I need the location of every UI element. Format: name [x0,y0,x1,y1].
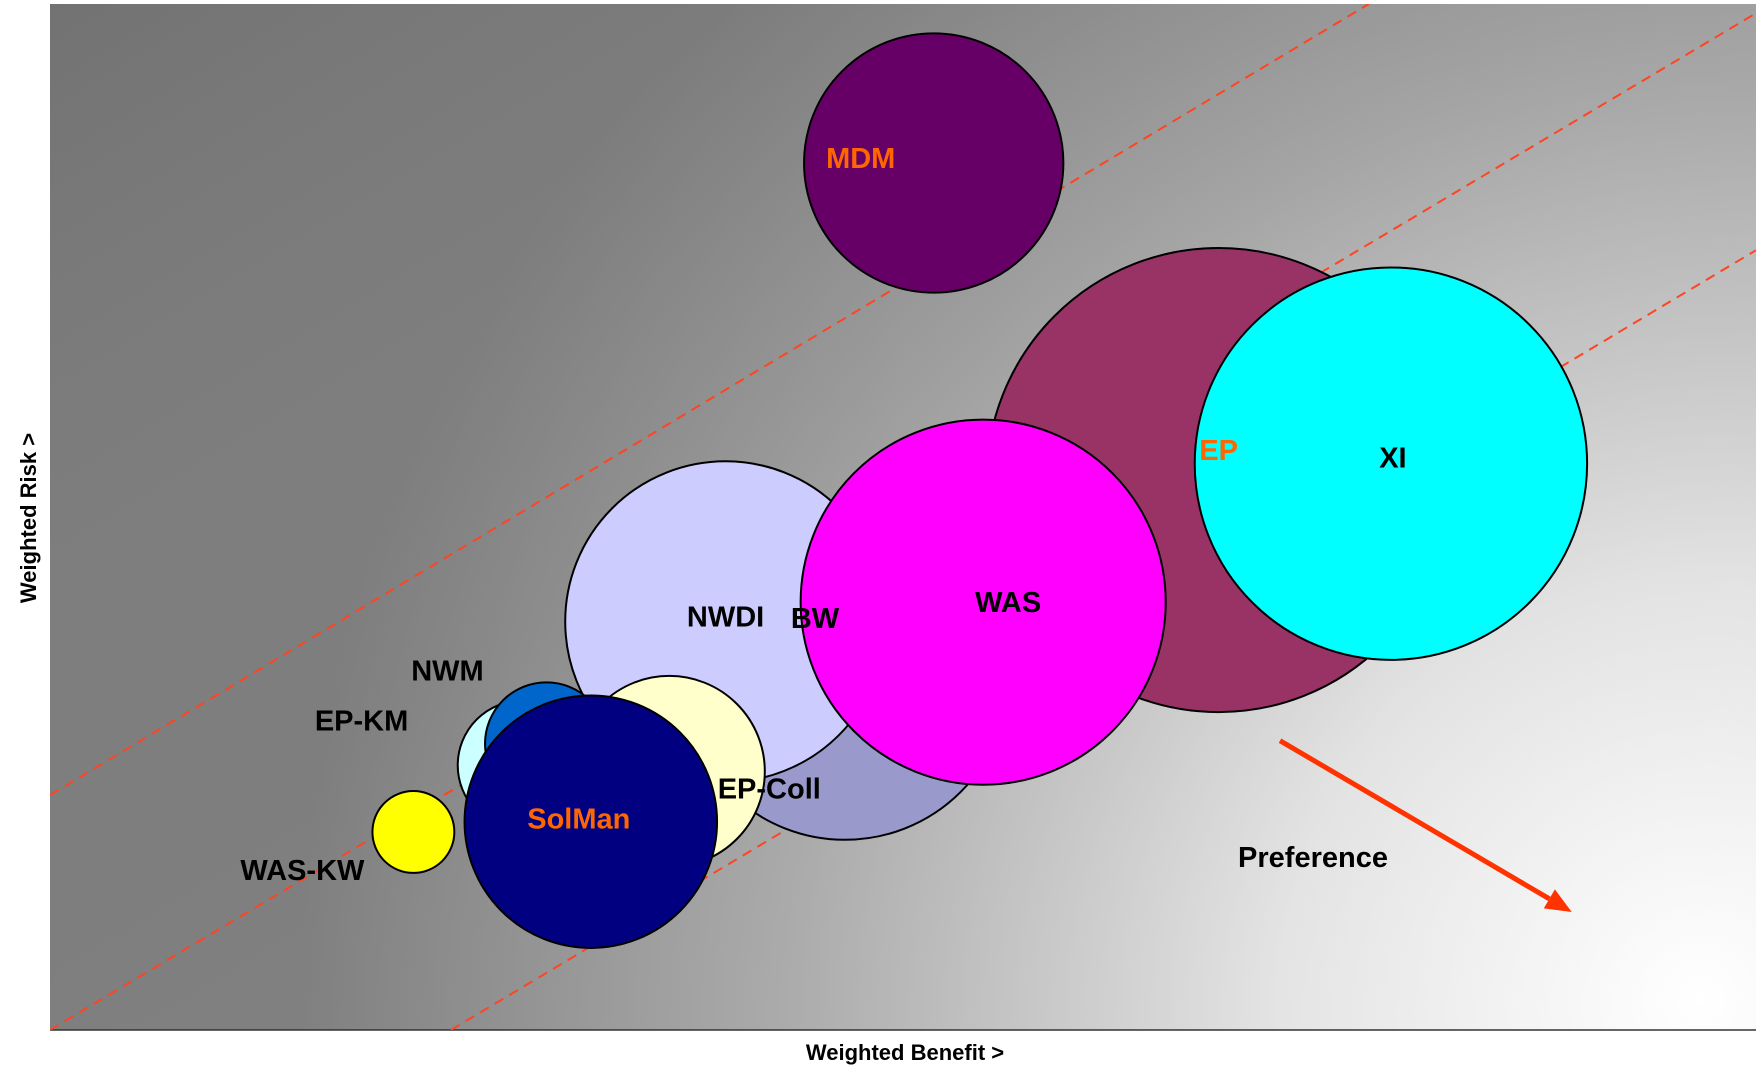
label-bw: BW [791,603,840,635]
label-ep: EP [1199,435,1238,467]
preference-arrow-head [1543,889,1572,913]
label-was: WAS [975,587,1041,619]
bubble-mdm [803,32,1065,294]
y-axis-title: Weighted Risk > [16,433,41,603]
preference-annotation: Preference [1238,738,1572,913]
label-ep-coll: EP-Coll [718,773,821,805]
bubble-was [799,418,1167,786]
label-ep-km: EP-KM [315,705,408,737]
x-axis-title: Weighted Benefit > [806,1040,1004,1065]
bubble-solman [463,694,719,949]
label-mdm: MDM [826,143,895,175]
label-nwdi: NWDI [687,602,764,634]
bubble-xi [1193,266,1589,661]
label-xi: XI [1379,443,1406,475]
bubbles [371,32,1589,949]
preference-label: Preference [1238,842,1388,874]
bubble-was-kw [371,790,456,874]
label-solman: SolMan [527,804,630,836]
trend-line-1 [50,4,1370,796]
preference-arrow-shaft [1278,738,1551,901]
label-nwm: NWM [411,656,483,688]
label-was-kw: WAS-KW [240,855,365,887]
